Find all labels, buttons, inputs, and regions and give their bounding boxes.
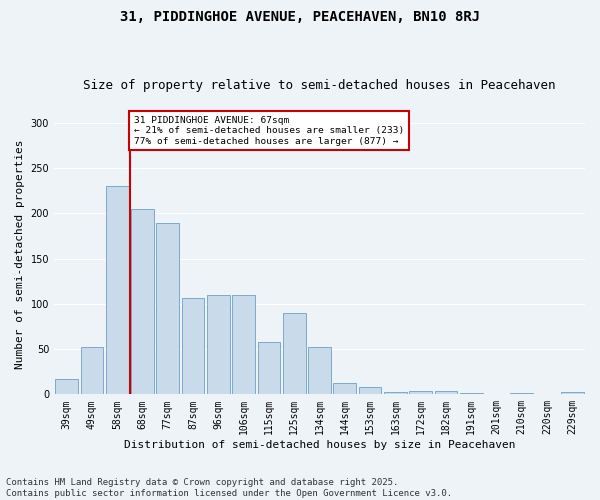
Text: Contains HM Land Registry data © Crown copyright and database right 2025.
Contai: Contains HM Land Registry data © Crown c… xyxy=(6,478,452,498)
X-axis label: Distribution of semi-detached houses by size in Peacehaven: Distribution of semi-detached houses by … xyxy=(124,440,515,450)
Y-axis label: Number of semi-detached properties: Number of semi-detached properties xyxy=(15,140,25,369)
Bar xyxy=(384,392,407,394)
Title: Size of property relative to semi-detached houses in Peacehaven: Size of property relative to semi-detach… xyxy=(83,79,556,92)
Bar xyxy=(359,387,382,394)
Bar xyxy=(80,348,103,395)
Bar xyxy=(232,295,255,394)
Bar xyxy=(157,222,179,394)
Bar xyxy=(131,209,154,394)
Bar xyxy=(257,342,280,394)
Text: 31, PIDDINGHOE AVENUE, PEACEHAVEN, BN10 8RJ: 31, PIDDINGHOE AVENUE, PEACEHAVEN, BN10 … xyxy=(120,10,480,24)
Bar xyxy=(409,390,432,394)
Text: 31 PIDDINGHOE AVENUE: 67sqm
← 21% of semi-detached houses are smaller (233)
77% : 31 PIDDINGHOE AVENUE: 67sqm ← 21% of sem… xyxy=(134,116,404,146)
Bar xyxy=(334,384,356,394)
Bar xyxy=(207,295,230,394)
Bar xyxy=(283,313,305,394)
Bar xyxy=(182,298,205,394)
Bar xyxy=(561,392,584,394)
Bar xyxy=(55,379,78,394)
Bar xyxy=(106,186,128,394)
Bar xyxy=(434,390,457,394)
Bar xyxy=(308,348,331,395)
